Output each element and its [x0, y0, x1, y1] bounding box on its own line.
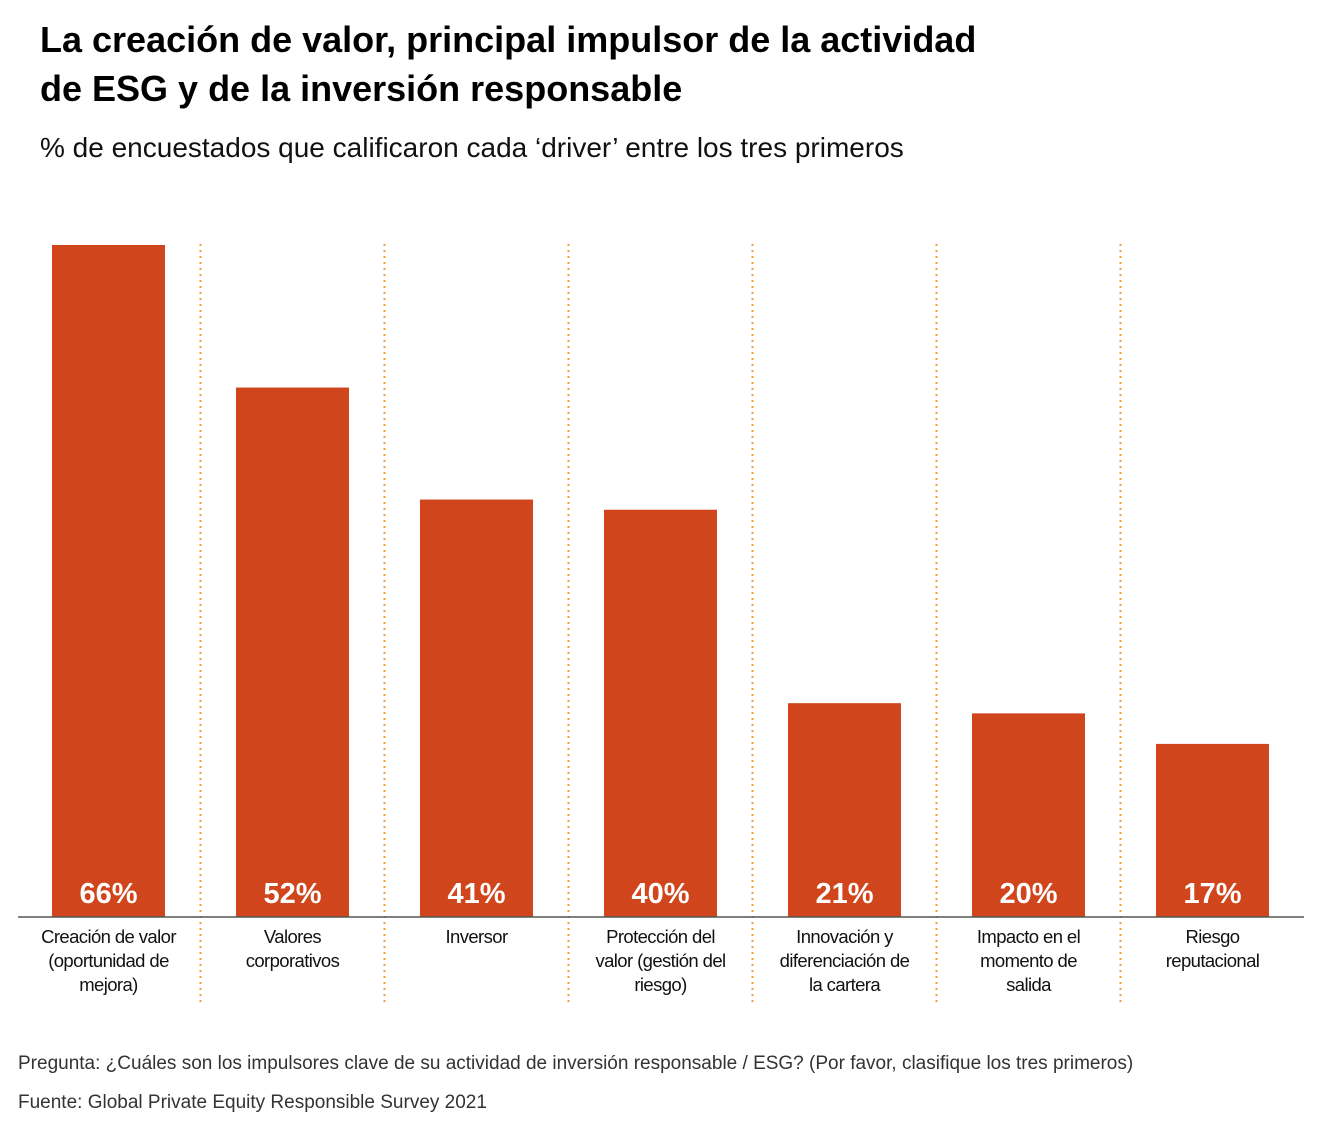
- bar: [52, 245, 165, 917]
- category-label-line: Creación de valor: [41, 926, 176, 947]
- category-label-line: Innovación y: [796, 926, 894, 947]
- category-label-line: momento de: [980, 950, 1077, 971]
- value-label: 41%: [447, 878, 505, 910]
- value-label: 40%: [631, 878, 689, 910]
- category-label: Impacto en el momento de salida: [977, 926, 1080, 995]
- category-label-line: diferenciación de: [780, 950, 910, 971]
- category-label: Valores corporativos: [246, 926, 340, 971]
- category-label-line: Impacto en el: [977, 926, 1080, 947]
- chart-title-line-2: de ESG y de la inversión responsable: [40, 68, 682, 109]
- category-label-line: mejora): [79, 974, 138, 995]
- value-label: 17%: [1183, 878, 1241, 910]
- category-label-line: (oportunidad de: [48, 950, 169, 971]
- bar: [972, 713, 1085, 917]
- category-label-line: la cartera: [809, 974, 881, 995]
- value-label: 21%: [815, 878, 873, 910]
- category-label-line: riesgo): [634, 974, 687, 995]
- category-label-line: valor (gestión del: [595, 950, 725, 971]
- category-label: Inversor: [445, 926, 507, 947]
- bar: [1156, 743, 1269, 917]
- chart-subtitle: % de encuestados que calificaron cada ‘d…: [40, 132, 904, 163]
- category-label: Creación de valor (oportunidad de mejora): [41, 926, 176, 995]
- value-label: 66%: [79, 878, 137, 910]
- category-label-line: salida: [1006, 974, 1052, 995]
- bars: 66% 52% 41% 40% 21% 20% 17%: [52, 245, 1269, 918]
- category-labels: Creación de valor (oportunidad de mejora) V…: [41, 926, 1260, 995]
- footnote-source: Fuente: Global Private Equity Responsibl…: [18, 1092, 487, 1113]
- bar: [788, 703, 901, 917]
- value-label: 52%: [263, 878, 321, 910]
- bar: [236, 387, 349, 918]
- bar: [420, 499, 533, 917]
- bar: [604, 509, 717, 917]
- category-label: Riesgo reputacional: [1166, 926, 1260, 971]
- value-label: 20%: [999, 878, 1057, 910]
- footnote-question: Pregunta: ¿Cuáles son los impulsores cla…: [18, 1053, 1133, 1074]
- category-label-line: Riesgo: [1186, 926, 1240, 947]
- chart-title-line-1: La creación de valor, principal impulsor…: [40, 19, 976, 60]
- category-label-line: Valores: [264, 926, 322, 947]
- category-label-line: Inversor: [445, 926, 507, 947]
- category-label: Innovación y diferenciación de la cartera: [780, 926, 910, 995]
- category-label-line: Protección del: [606, 926, 715, 947]
- category-label-line: corporativos: [246, 950, 340, 971]
- separators: [199, 244, 1122, 1002]
- category-label-line: reputacional: [1166, 950, 1260, 971]
- category-label: Protección del valor (gestión del riesgo): [595, 926, 725, 995]
